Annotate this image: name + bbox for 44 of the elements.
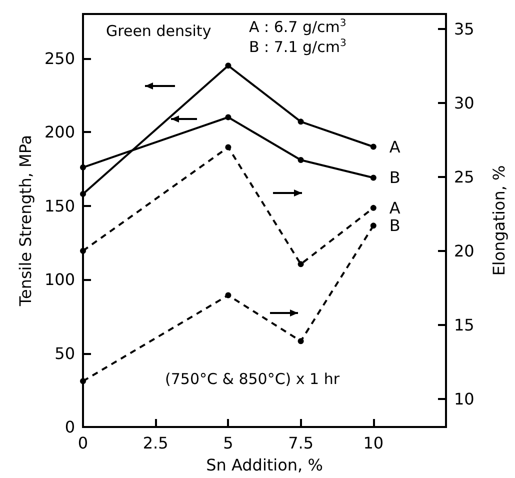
y2-axis-title: Elongation, % xyxy=(490,165,508,276)
x-tick-label: 2.5 xyxy=(142,434,168,452)
y2-tick-label: 25 xyxy=(454,167,474,186)
y2-tick-label: 20 xyxy=(454,241,474,260)
y-tick-label: 150 xyxy=(44,196,75,216)
x-tick-label: 5 xyxy=(223,434,234,452)
point xyxy=(225,292,232,298)
point xyxy=(298,118,304,125)
point xyxy=(225,144,232,150)
point xyxy=(80,378,86,384)
annotation: B : 7.1 g/cm$^{3}$ xyxy=(249,38,346,56)
series-label: A xyxy=(389,137,400,156)
point xyxy=(370,174,376,181)
annotation: A : 6.7 g/cm$^{3}$ xyxy=(249,18,346,36)
x-axis-title: Sn Addition, % xyxy=(206,456,323,474)
x-tick-label: 0 xyxy=(78,434,88,452)
point xyxy=(370,204,376,211)
point xyxy=(80,248,86,254)
y-axis-title: Tensile Strength, MPa xyxy=(16,134,36,308)
point xyxy=(298,157,304,164)
y-tick-label: 0 xyxy=(64,418,75,436)
point xyxy=(298,261,304,268)
y2-tick-label: 35 xyxy=(454,19,474,38)
series-label: B xyxy=(389,216,400,236)
series-label: B xyxy=(389,168,400,188)
y2-tick-label: 15 xyxy=(454,315,474,334)
y-tick-label: 200 xyxy=(44,122,75,142)
y-tick-label: 250 xyxy=(44,48,75,68)
point xyxy=(298,338,304,344)
point xyxy=(225,114,232,120)
annotation: (750°C & 850°C) x 1 hr xyxy=(165,370,340,388)
point xyxy=(80,190,86,197)
annotation: Green density xyxy=(106,22,212,40)
point xyxy=(225,62,232,69)
y-tick-label: 100 xyxy=(44,270,75,289)
x-tick-label: 10 xyxy=(363,434,384,452)
point xyxy=(80,164,86,170)
x-tick-label: 7.5 xyxy=(288,434,314,452)
point xyxy=(370,222,376,229)
y2-tick-label: 10 xyxy=(454,389,474,408)
y2-tick-label: 30 xyxy=(454,93,474,112)
y-tick-label: 50 xyxy=(54,344,75,363)
series-label: A xyxy=(389,198,400,218)
point xyxy=(370,144,376,150)
